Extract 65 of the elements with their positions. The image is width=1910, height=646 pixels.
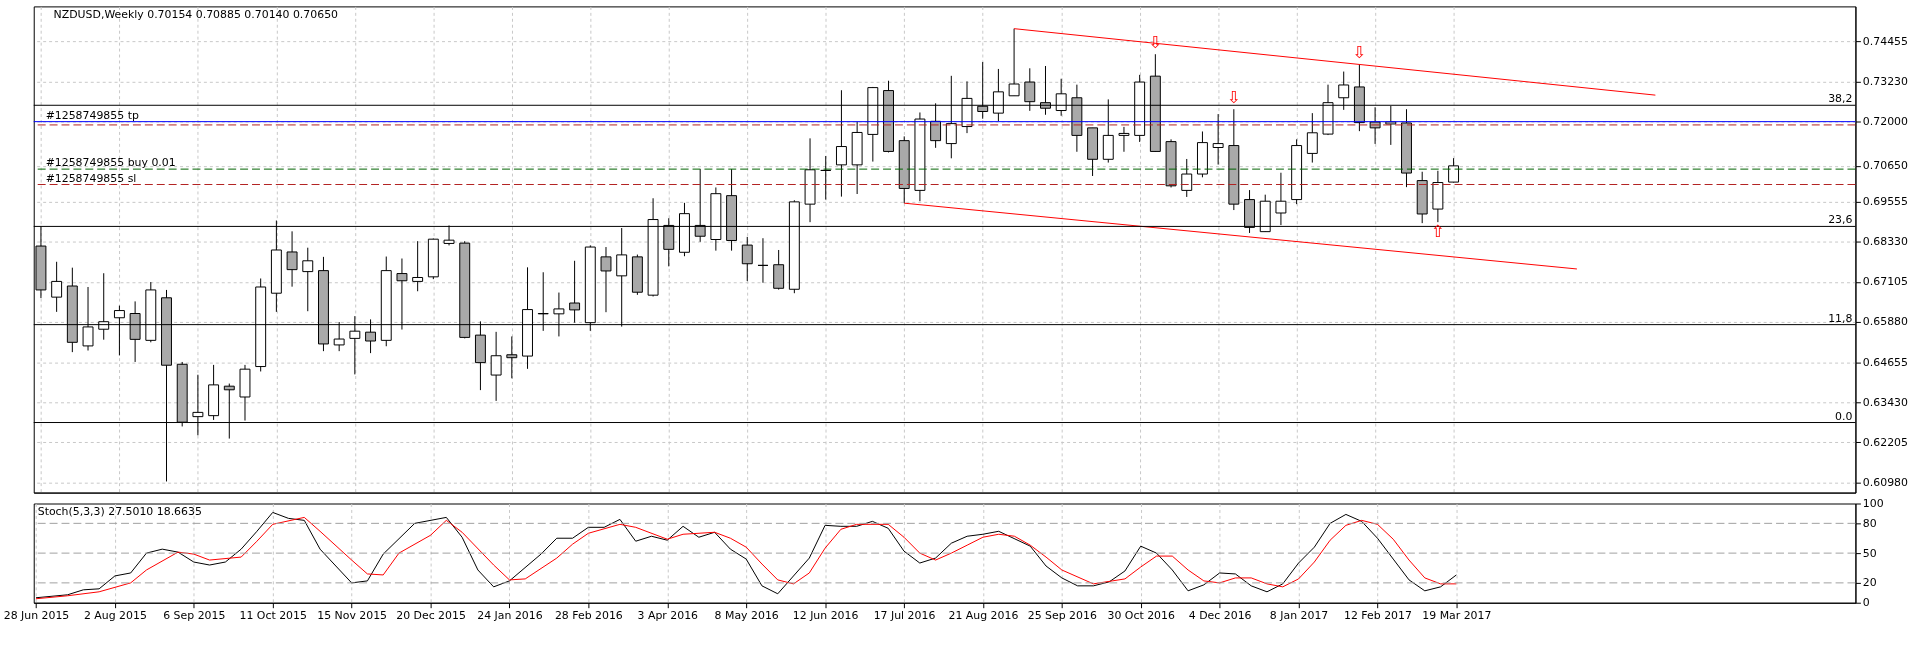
x-tick-label: 6 Sep 2015 [163,609,226,623]
chart-title: Stoch(5,3,3) 27.5010 18.6635 [37,505,202,519]
annotation: 38,2 [1828,92,1853,106]
y-tick-label: 50 [1862,546,1877,560]
candlestick [773,249,785,291]
ref-line-label: #1258749855 tp [45,108,139,122]
annotation: ⇩ [1352,42,1367,63]
y-tick-label: 100 [1862,496,1884,510]
candlestick [741,236,753,282]
candlestick [51,261,63,313]
y-tick-label: 0 [1862,596,1870,610]
x-tick-label: 12 Jun 2016 [792,609,859,623]
y-tick-label: 0.70650 [1862,159,1909,173]
x-tick-label: 17 Jul 2016 [873,609,936,623]
y-tick-label: 80 [1862,516,1877,530]
annotation: 11,8 [1828,311,1853,325]
y-tick-label: 0.65880 [1862,315,1909,329]
x-tick-label: 19 Mar 2017 [1422,609,1492,623]
candlestick [1306,112,1318,164]
x-tick-label: 8 Jan 2017 [1269,609,1329,623]
x-tick-label: 15 Nov 2015 [317,609,388,623]
candlestick [600,246,612,313]
candlestick [412,240,424,292]
candlestick [1448,157,1460,184]
x-tick-label: 20 Dec 2015 [396,609,466,623]
x-tick-label: 12 Feb 2017 [1344,609,1412,623]
annotation: ⇩ [1226,87,1241,108]
ref-line-label: #1258749855 sl [45,171,137,185]
candlestick [1118,126,1130,153]
candlestick [1008,28,1020,97]
candlestick [506,335,518,379]
candlestick [1212,113,1224,166]
ref-line-label: #1258749855 buy 0.01 [45,156,176,170]
candlestick [1181,158,1193,198]
y-tick-label: 20 [1862,576,1877,590]
chart-title: NZDUSD,Weekly 0.70154 0.70885 0.70140 0.70650 [53,8,339,22]
x-tick-label: 3 Apr 2016 [637,609,699,623]
x-tick-label: 24 Jan 2016 [477,609,543,623]
y-tick-label: 0.74455 [1862,34,1908,48]
x-tick-label: 8 May 2016 [714,609,779,623]
candlestick [286,230,298,288]
annotation: 0.0 [1835,409,1853,423]
y-tick-label: 0.62205 [1862,435,1908,449]
x-tick-label: 25 Sep 2016 [1027,609,1097,623]
x-tick-label: 4 Dec 2016 [1188,609,1252,623]
x-tick-label: 2 Aug 2015 [83,609,147,623]
y-tick-label: 0.72000 [1862,115,1909,129]
x-tick-label: 30 Oct 2016 [1107,609,1175,623]
x-tick-label: 28 Jun 2015 [3,609,70,623]
candlestick [757,237,769,284]
candlestick [302,247,314,312]
x-tick-label: 11 Oct 2015 [239,609,307,623]
annotation: 23,6 [1828,213,1853,227]
y-tick-label: 0.73230 [1862,74,1909,88]
candlestick [490,331,502,402]
x-tick-label: 28 Feb 2016 [554,609,623,623]
y-tick-label: 0.68330 [1862,235,1909,249]
y-tick-label: 0.63430 [1862,395,1909,409]
y-tick-label: 0.64655 [1862,355,1908,369]
x-tick-label: 21 Aug 2016 [948,609,1019,623]
y-tick-label: 0.60980 [1862,475,1909,489]
annotation: ⇧ [1430,221,1445,242]
y-tick-label: 0.67105 [1862,275,1908,289]
candlestick [820,155,832,201]
y-tick-label: 0.69555 [1862,195,1908,209]
